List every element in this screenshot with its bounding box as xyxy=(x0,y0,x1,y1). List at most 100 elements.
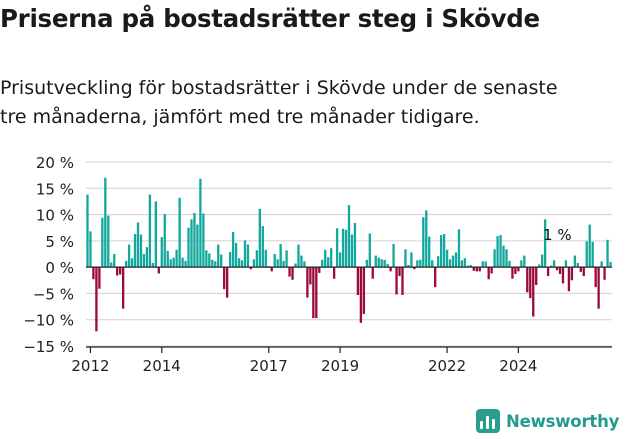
bar xyxy=(145,247,149,268)
y-tick-label: 0 % xyxy=(45,259,74,277)
bar xyxy=(92,267,95,280)
bar xyxy=(116,267,119,276)
bar xyxy=(573,255,577,268)
y-tick-label: 5 % xyxy=(45,233,74,251)
annotations: 1 % xyxy=(543,226,572,244)
bar xyxy=(517,267,520,272)
bar xyxy=(439,235,443,268)
bar xyxy=(303,261,306,268)
bar xyxy=(505,249,508,268)
bar xyxy=(151,262,155,268)
bar xyxy=(508,260,511,268)
bar xyxy=(255,250,259,268)
y-tick-label: −5 % xyxy=(33,285,74,303)
bar xyxy=(124,260,128,268)
bar xyxy=(297,244,300,268)
bar xyxy=(493,249,496,268)
y-tick-label: 20 % xyxy=(36,154,74,172)
bar xyxy=(327,257,330,268)
y-tick-label: 10 % xyxy=(36,207,74,225)
bar xyxy=(570,267,574,281)
bar xyxy=(130,258,134,268)
bar xyxy=(273,254,276,268)
newsworthy-logo-icon xyxy=(476,409,500,433)
bar xyxy=(288,267,291,277)
bar xyxy=(368,233,371,268)
bar xyxy=(101,217,104,268)
bar xyxy=(383,259,386,268)
bar xyxy=(448,259,452,268)
bar xyxy=(330,248,333,268)
bar xyxy=(552,260,556,268)
bar xyxy=(460,260,464,268)
x-tick-label: 2019 xyxy=(321,357,359,375)
bar xyxy=(89,231,92,268)
bar xyxy=(499,235,502,268)
latest-value-label: 1 % xyxy=(543,226,572,244)
bar xyxy=(541,254,544,268)
bar xyxy=(401,267,404,296)
bar xyxy=(588,224,591,268)
bar xyxy=(344,229,348,268)
bar xyxy=(187,227,190,268)
bar xyxy=(113,254,116,268)
bar xyxy=(490,267,493,274)
bar xyxy=(555,267,559,271)
bar xyxy=(338,252,342,268)
bar xyxy=(543,219,547,268)
bar xyxy=(511,267,514,279)
bar xyxy=(139,234,143,268)
bar xyxy=(514,267,517,274)
bar xyxy=(350,234,354,268)
bar xyxy=(395,267,398,295)
bar xyxy=(585,241,588,268)
bar-chart: 20 %15 %10 %5 %0 %−5 %−10 %−15 % 2012 201… xyxy=(23,154,612,375)
bar xyxy=(86,194,89,268)
bar xyxy=(264,249,267,268)
bar xyxy=(321,259,324,268)
bar xyxy=(520,260,523,268)
brand-name: Newsworthy xyxy=(506,411,620,431)
bar xyxy=(181,257,184,268)
bar xyxy=(104,177,107,268)
bars xyxy=(86,177,612,332)
bar xyxy=(324,249,327,268)
bar xyxy=(246,244,250,268)
bar xyxy=(434,267,437,288)
bar xyxy=(356,267,360,296)
x-axis-ticks: 2012 2014 2017 2019 2022 2024 xyxy=(71,347,537,375)
bar xyxy=(341,228,345,268)
bar xyxy=(469,265,473,268)
bar xyxy=(282,260,285,268)
bar xyxy=(392,244,395,268)
bar xyxy=(196,224,199,268)
bar xyxy=(567,267,571,292)
x-tick-label: 2014 xyxy=(143,357,181,375)
bar xyxy=(98,267,101,289)
bar xyxy=(214,261,217,268)
bar xyxy=(332,267,336,279)
bar xyxy=(205,250,208,268)
y-tick-label: −15 % xyxy=(23,338,74,356)
bar xyxy=(472,267,475,271)
bar xyxy=(211,259,214,268)
bar xyxy=(457,229,461,268)
bar xyxy=(107,215,110,268)
bar xyxy=(609,261,612,268)
brand-logo: Newsworthy xyxy=(476,408,619,434)
bar xyxy=(110,262,113,268)
bar xyxy=(478,267,481,272)
bar xyxy=(261,226,264,268)
bar xyxy=(208,253,211,268)
bar xyxy=(119,267,122,275)
bar xyxy=(312,267,315,319)
bar xyxy=(225,267,229,298)
bar xyxy=(193,212,196,268)
bar xyxy=(276,259,279,268)
bar xyxy=(175,249,178,268)
bar xyxy=(410,252,413,268)
bar xyxy=(133,234,137,268)
bar xyxy=(365,259,368,268)
bar xyxy=(445,249,449,268)
bar xyxy=(546,267,550,277)
